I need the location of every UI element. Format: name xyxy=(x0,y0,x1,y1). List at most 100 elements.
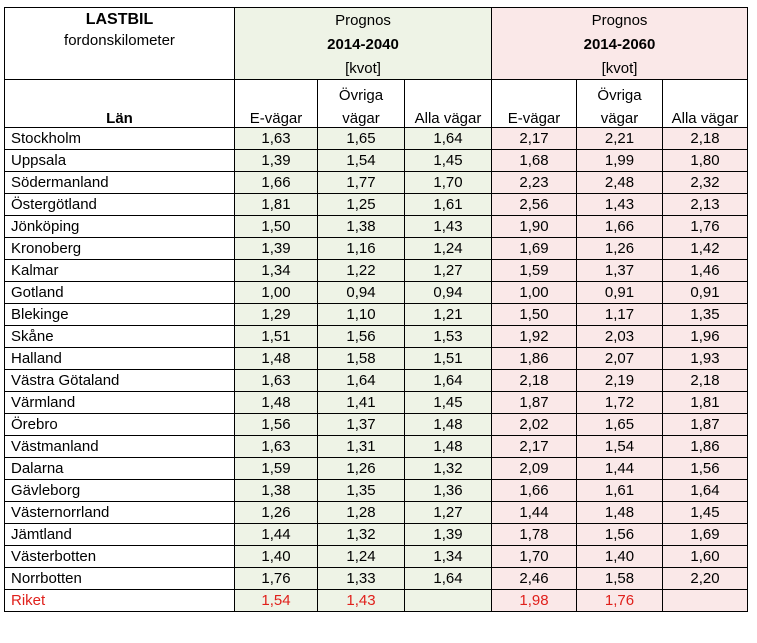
cell-e-vagar-2040: 1,56 xyxy=(234,413,318,436)
e-vagar-header-1: E-vägar xyxy=(234,104,318,128)
cell-alla-vagar-2060: 1,80 xyxy=(662,149,748,172)
cell-ovriga-vagar-2060: 1,48 xyxy=(576,501,663,524)
table-row: Jämtland 1,44 1,32 1,39 1,78 1,56 1,69 xyxy=(4,523,748,546)
group2-period: 2014-2060 xyxy=(491,32,748,57)
cell-e-vagar-2060: 1,92 xyxy=(491,325,577,348)
cell-e-vagar-2040: 1,76 xyxy=(234,567,318,590)
cell-ovriga-vagar-2040: 1,16 xyxy=(317,237,405,260)
table-row: Örebro 1,56 1,37 1,48 2,02 1,65 1,87 xyxy=(4,413,748,436)
table-row: Uppsala 1,39 1,54 1,45 1,68 1,99 1,80 xyxy=(4,149,748,172)
table-row: Kalmar 1,34 1,22 1,27 1,59 1,37 1,46 xyxy=(4,259,748,282)
cell-e-vagar-2060: 1,44 xyxy=(491,501,577,524)
lan-name: Södermanland xyxy=(4,171,235,194)
cell-ovriga-vagar-2060: 1,66 xyxy=(576,215,663,238)
cell-e-vagar-2060: 1,59 xyxy=(491,259,577,282)
cell-ovriga-vagar-2040: 1,26 xyxy=(317,457,405,480)
cell-ovriga-vagar-2060: 1,76 xyxy=(576,589,663,612)
cell-ovriga-vagar-2060: 2,21 xyxy=(576,127,663,150)
cell-e-vagar-2060: 1,00 xyxy=(491,281,577,304)
cell-e-vagar-2060: 2,18 xyxy=(491,369,577,392)
header-blank xyxy=(491,79,577,104)
cell-alla-vagar-2060: 1,87 xyxy=(662,413,748,436)
table-row: Västmanland 1,63 1,31 1,48 2,17 1,54 1,86 xyxy=(4,435,748,458)
header-blank xyxy=(404,79,492,104)
table-row: Västerbotten 1,40 1,24 1,34 1,70 1,40 1,60 xyxy=(4,545,748,568)
cell-e-vagar-2060: 1,86 xyxy=(491,347,577,370)
lan-name: Skåne xyxy=(4,325,235,348)
cell-alla-vagar-2040: 1,21 xyxy=(404,303,492,326)
table-row: Jönköping 1,50 1,38 1,43 1,90 1,66 1,76 xyxy=(4,215,748,238)
table-title: LASTBIL xyxy=(4,7,235,32)
cell-ovriga-vagar-2040: 1,41 xyxy=(317,391,405,414)
group1-label: Prognos xyxy=(234,7,492,32)
cell-e-vagar-2040: 1,26 xyxy=(234,501,318,524)
lan-name: Uppsala xyxy=(4,149,235,172)
cell-e-vagar-2040: 1,54 xyxy=(234,589,318,612)
cell-ovriga-vagar-2040: 1,77 xyxy=(317,171,405,194)
cell-alla-vagar-2040: 1,34 xyxy=(404,545,492,568)
lan-name: Blekinge xyxy=(4,303,235,326)
cell-alla-vagar-2060: 1,96 xyxy=(662,325,748,348)
cell-e-vagar-2040: 1,39 xyxy=(234,149,318,172)
cell-ovriga-vagar-2040: 1,31 xyxy=(317,435,405,458)
cell-alla-vagar-2060: 1,56 xyxy=(662,457,748,480)
ovriga-header-bottom-2: vägar xyxy=(576,104,663,128)
cell-e-vagar-2060: 1,69 xyxy=(491,237,577,260)
cell-ovriga-vagar-2040: 1,38 xyxy=(317,215,405,238)
cell-alla-vagar-2060: 0,91 xyxy=(662,281,748,304)
cell-alla-vagar-2040: 0,94 xyxy=(404,281,492,304)
cell-alla-vagar-2040: 1,70 xyxy=(404,171,492,194)
cell-alla-vagar-2040: 1,48 xyxy=(404,413,492,436)
cell-alla-vagar-2060: 1,86 xyxy=(662,435,748,458)
cell-alla-vagar-2040: 1,36 xyxy=(404,479,492,502)
cell-ovriga-vagar-2060: 1,72 xyxy=(576,391,663,414)
cell-e-vagar-2040: 1,48 xyxy=(234,391,318,414)
cell-ovriga-vagar-2060: 1,26 xyxy=(576,237,663,260)
cell-alla-vagar-2040: 1,24 xyxy=(404,237,492,260)
cell-ovriga-vagar-2060: 1,17 xyxy=(576,303,663,326)
cell-ovriga-vagar-2040: 1,10 xyxy=(317,303,405,326)
cell-alla-vagar-2040: 1,45 xyxy=(404,391,492,414)
cell-ovriga-vagar-2060: 1,37 xyxy=(576,259,663,282)
cell-alla-vagar-2060: 2,20 xyxy=(662,567,748,590)
cell-alla-vagar-2060: 2,18 xyxy=(662,127,748,150)
lan-column-header: Län xyxy=(4,79,235,128)
cell-alla-vagar-2060: 2,18 xyxy=(662,369,748,392)
cell-alla-vagar-2060: 1,46 xyxy=(662,259,748,282)
cell-e-vagar-2060: 1,68 xyxy=(491,149,577,172)
total-label: Riket xyxy=(4,589,235,612)
lan-name: Örebro xyxy=(4,413,235,436)
cell-ovriga-vagar-2060: 1,54 xyxy=(576,435,663,458)
cell-alla-vagar-2060: 1,45 xyxy=(662,501,748,524)
cell-e-vagar-2040: 1,63 xyxy=(234,435,318,458)
group1-period: 2014-2040 xyxy=(234,32,492,57)
alla-vagar-header-1: Alla vägar xyxy=(404,104,492,128)
cell-alla-vagar-2060: 1,35 xyxy=(662,303,748,326)
cell-e-vagar-2060: 2,17 xyxy=(491,127,577,150)
cell-alla-vagar-2040: 1,27 xyxy=(404,501,492,524)
cell-e-vagar-2040: 1,34 xyxy=(234,259,318,282)
group1-unit: [kvot] xyxy=(234,57,492,80)
cell-alla-vagar-2040: 1,53 xyxy=(404,325,492,348)
cell-alla-vagar-2040: 1,45 xyxy=(404,149,492,172)
cell-ovriga-vagar-2040: 1,37 xyxy=(317,413,405,436)
cell-ovriga-vagar-2060: 2,07 xyxy=(576,347,663,370)
cell-ovriga-vagar-2060: 1,61 xyxy=(576,479,663,502)
cell-e-vagar-2040: 1,59 xyxy=(234,457,318,480)
table-row: Halland 1,48 1,58 1,51 1,86 2,07 1,93 xyxy=(4,347,748,370)
lan-name: Jönköping xyxy=(4,215,235,238)
header-blank xyxy=(662,79,748,104)
cell-ovriga-vagar-2040: 1,35 xyxy=(317,479,405,502)
cell-alla-vagar-2060: 1,76 xyxy=(662,215,748,238)
cell-alla-vagar-2060: 1,64 xyxy=(662,479,748,502)
cell-alla-vagar-2040: 1,61 xyxy=(404,193,492,216)
cell-e-vagar-2060: 1,50 xyxy=(491,303,577,326)
cell-e-vagar-2060: 2,23 xyxy=(491,171,577,194)
cell-ovriga-vagar-2060: 2,03 xyxy=(576,325,663,348)
cell-alla-vagar-2060: 1,81 xyxy=(662,391,748,414)
e-vagar-header-2: E-vägar xyxy=(491,104,577,128)
cell-ovriga-vagar-2060: 1,58 xyxy=(576,567,663,590)
lan-name: Västernorrland xyxy=(4,501,235,524)
cell-ovriga-vagar-2040: 1,22 xyxy=(317,259,405,282)
cell-alla-vagar-2040: 1,39 xyxy=(404,523,492,546)
